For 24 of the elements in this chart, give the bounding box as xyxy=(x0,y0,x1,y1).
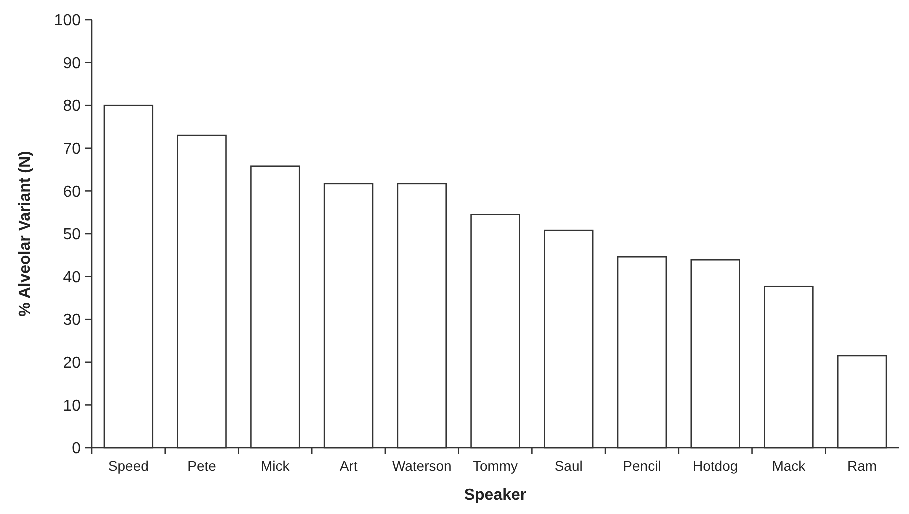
x-tick-label: Pencil xyxy=(623,458,662,474)
x-tick-label: Mack xyxy=(772,458,807,474)
y-tick-label: 80 xyxy=(63,98,82,116)
y-tick-label: 100 xyxy=(54,12,82,30)
y-tick-label: 10 xyxy=(63,398,82,415)
x-tick-label: Art xyxy=(340,458,358,474)
x-tick-label: Saul xyxy=(554,458,583,474)
x-tick-label: Waterson xyxy=(392,458,452,474)
y-tick-label: 0 xyxy=(72,440,82,458)
y-tick-label: 70 xyxy=(63,141,82,158)
y-tick-label: 60 xyxy=(63,184,82,201)
y-tick-label: 50 xyxy=(63,226,82,244)
y-tick-label: 30 xyxy=(63,312,82,330)
x-tick-label: Speed xyxy=(108,458,149,474)
y-tick-label: 90 xyxy=(63,55,82,72)
y-axis-title: % Alveolar Variant (N) xyxy=(17,151,34,317)
x-axis-title: Speaker xyxy=(464,487,527,504)
y-tick-label: 20 xyxy=(63,355,82,372)
x-tick-label: Ram xyxy=(848,458,878,474)
x-tick-label: Hotdog xyxy=(693,458,738,474)
x-tick-label: Mick xyxy=(261,458,291,474)
x-tick-label: Pete xyxy=(188,458,217,474)
x-tick-label: Tommy xyxy=(472,458,518,474)
y-tick-label: 40 xyxy=(63,269,82,286)
